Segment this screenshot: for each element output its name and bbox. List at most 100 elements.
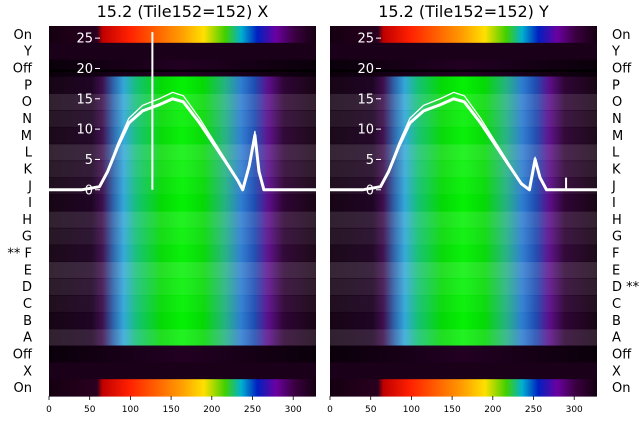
row-label: K — [23, 162, 32, 177]
x-tick-label: 0 — [327, 405, 333, 415]
x-tick-label: 50 — [84, 405, 96, 415]
heatmap-row-f — [49, 244, 316, 263]
envelope-line-upper — [330, 91, 597, 191]
heatmap-row-g — [330, 227, 597, 246]
y-tick-label: 15 — [76, 92, 93, 107]
band-separator — [330, 69, 597, 72]
row-label: Off — [612, 347, 632, 362]
heatmap-row-h — [49, 211, 316, 229]
row-label: Y — [611, 45, 620, 60]
row-label: P — [612, 78, 620, 93]
heatmap-row-p — [49, 76, 316, 94]
row-label: M — [21, 129, 32, 144]
row-label: N — [22, 112, 32, 127]
row-label: J — [611, 179, 616, 194]
heatmap-row-e — [330, 261, 597, 279]
row-label: Off — [13, 347, 33, 362]
heatmap-row-g — [49, 227, 316, 246]
y-tick-label: 5 — [85, 153, 93, 168]
row-label: On — [612, 28, 630, 43]
row-label: A — [23, 331, 32, 346]
row-label: Y — [23, 45, 32, 60]
x-tick-label: 150 — [444, 405, 461, 415]
y-tick-label: 10 — [76, 123, 93, 138]
row-label: ** F — [7, 247, 32, 262]
row-label: D — [22, 280, 32, 295]
heatmap-row-m — [49, 126, 316, 145]
heatmap-row-c — [330, 295, 597, 313]
heatmap-row-on — [330, 379, 597, 397]
y-tick-label: 0 — [85, 183, 93, 198]
heatmap-row-on — [330, 26, 597, 44]
row-label: G — [22, 230, 32, 245]
x-tick-label: 100 — [403, 405, 420, 415]
row-label: I — [612, 196, 616, 211]
heatmap-row-x — [49, 362, 316, 380]
heatmap-row-off — [330, 59, 597, 78]
x-tick-label: 100 — [122, 405, 139, 415]
x-tick-label: 300 — [566, 405, 583, 415]
row-label: G — [612, 230, 622, 245]
y-tick-label: 5 — [366, 153, 374, 168]
x-tick-label: 300 — [285, 405, 302, 415]
heatmap-row-n — [49, 110, 316, 128]
y-tick-label: 20 — [76, 62, 93, 77]
row-label: M — [612, 129, 623, 144]
heatmap-row-x — [330, 362, 597, 380]
heatmap-row-k — [330, 160, 597, 178]
heatmap-row-y — [330, 42, 597, 61]
heatmap-row-h — [330, 211, 597, 229]
row-label: B — [612, 314, 621, 329]
row-label: B — [23, 314, 32, 329]
row-label: On — [14, 28, 32, 43]
x-tick-label: 250 — [525, 405, 542, 415]
x-tick-label: 200 — [203, 405, 220, 415]
heatmap-row-a — [49, 328, 316, 347]
heatmap-row-f — [330, 244, 597, 263]
envelope-line-upper — [49, 91, 316, 191]
y-tick-label: 25 — [76, 32, 93, 47]
row-label: D ** — [612, 280, 640, 295]
y-tick-label: 25 — [357, 32, 374, 47]
row-label: C — [612, 297, 621, 312]
heatmap-row-off — [49, 59, 316, 78]
row-label: O — [22, 95, 32, 110]
row-label: E — [612, 263, 620, 278]
heatmap-row-b — [49, 311, 316, 330]
panel-title: 15.2 (Tile152=152) Y — [378, 2, 549, 21]
heatmap-row-y — [49, 42, 316, 61]
x-tick-label: 50 — [365, 405, 377, 415]
heatmap-row-a — [330, 328, 597, 347]
row-label: P — [24, 78, 32, 93]
row-label: C — [23, 297, 32, 312]
row-label: X — [612, 364, 621, 379]
heatmap-row-i — [49, 194, 316, 212]
x-tick-label: 250 — [244, 405, 261, 415]
heatmap-row-c — [49, 295, 316, 313]
row-label: X — [23, 364, 32, 379]
heatmap-row-n — [330, 110, 597, 128]
row-label: K — [612, 162, 621, 177]
heatmap-row-on — [49, 379, 316, 397]
row-label: E — [24, 263, 32, 278]
row-label: F — [612, 247, 619, 262]
band-separator — [49, 69, 316, 72]
row-label: On — [14, 381, 32, 396]
row-label: Off — [612, 62, 632, 77]
y-tick-label: 0 — [366, 183, 374, 198]
heatmap-row-m — [330, 126, 597, 145]
row-label: J — [27, 179, 32, 194]
y-tick-label: 20 — [357, 62, 374, 77]
row-label: On — [612, 381, 630, 396]
row-label: Off — [13, 62, 33, 77]
panel-title: 15.2 (Tile152=152) X — [97, 2, 269, 21]
heatmap-row-j — [49, 177, 316, 195]
x-tick-label: 150 — [163, 405, 180, 415]
y-tick-label: 10 — [357, 123, 374, 138]
row-label: L — [612, 146, 620, 161]
y-tick-label: 15 — [357, 92, 374, 107]
row-label: A — [612, 331, 621, 346]
